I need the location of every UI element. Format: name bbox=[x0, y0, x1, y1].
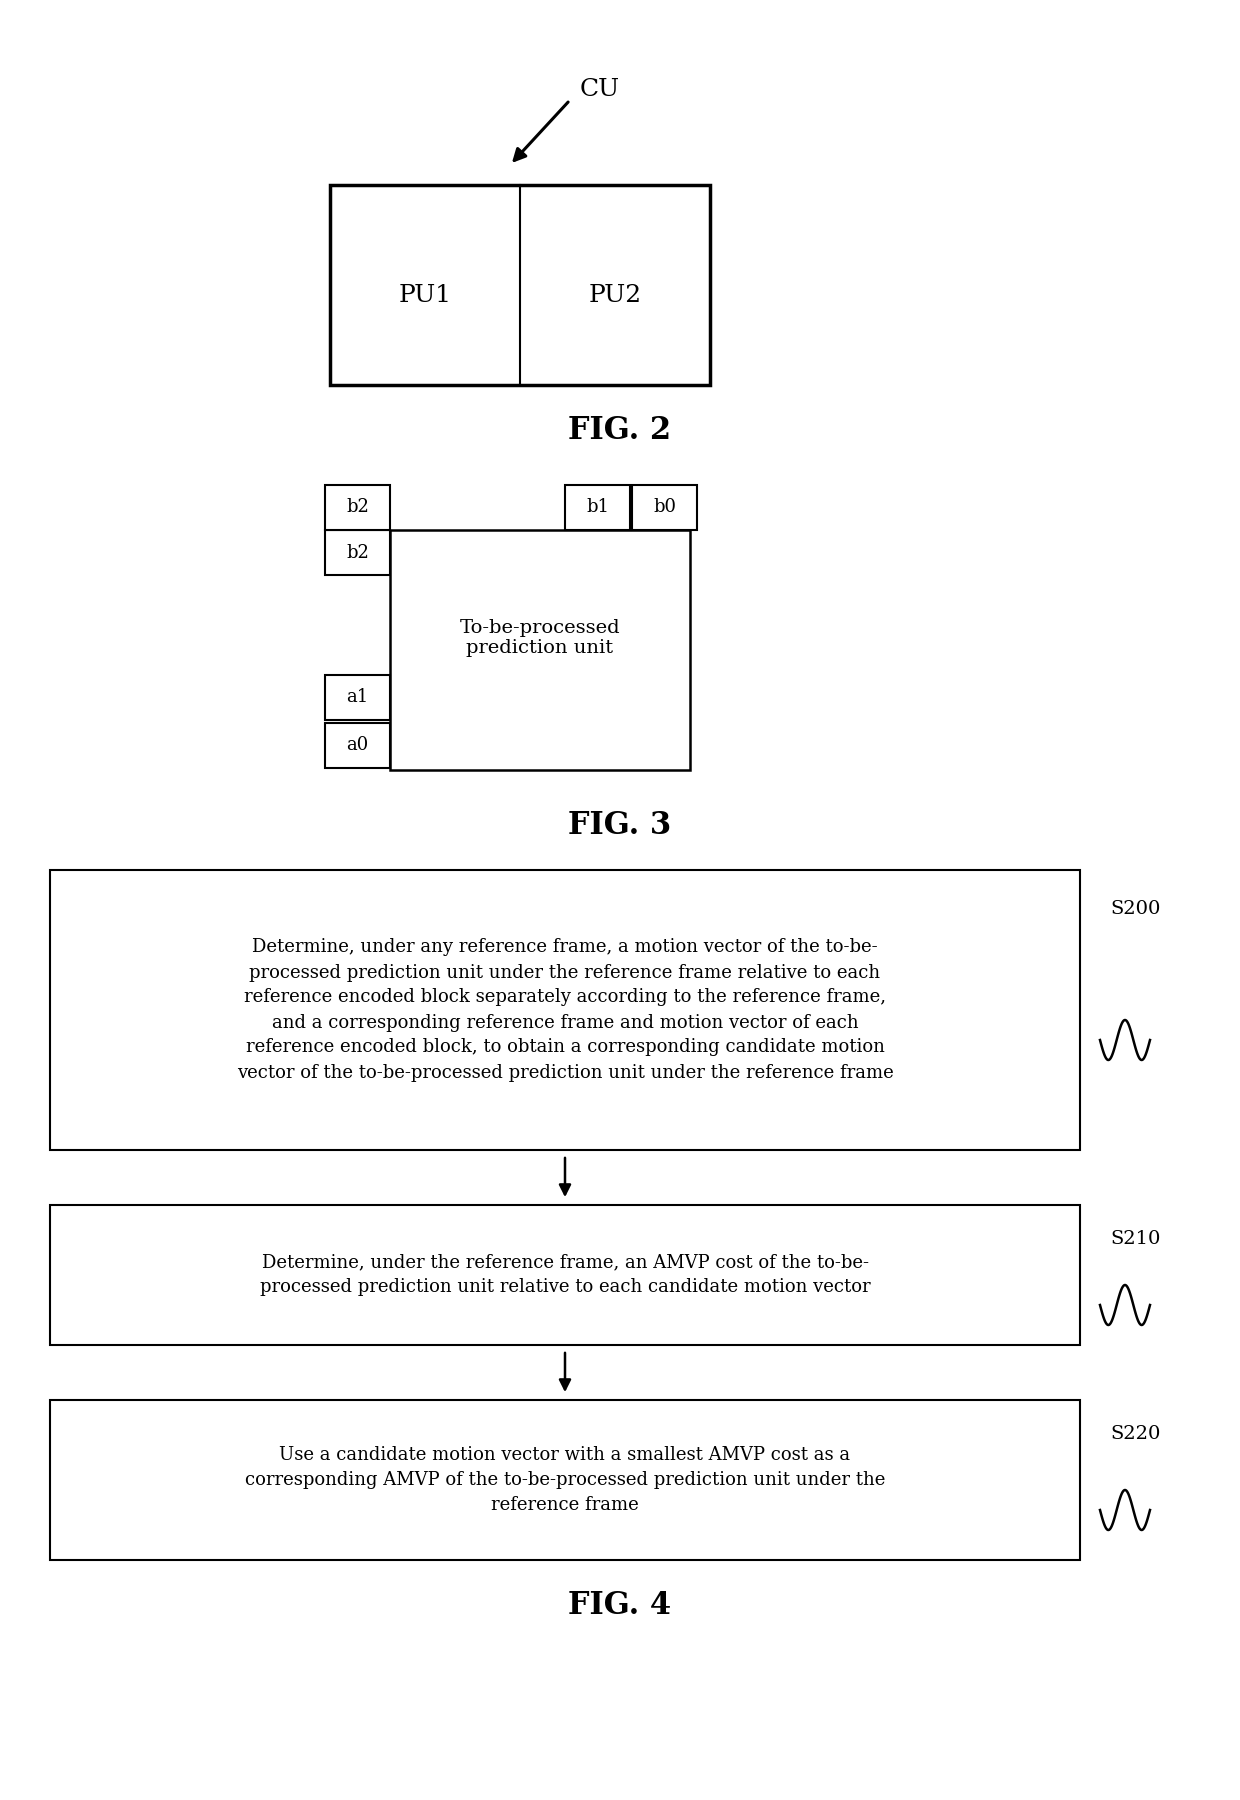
Text: CU: CU bbox=[580, 79, 620, 101]
Text: Use a candidate motion vector with a smallest AMVP cost as a
corresponding AMVP : Use a candidate motion vector with a sma… bbox=[244, 1445, 885, 1514]
Text: S220: S220 bbox=[1110, 1426, 1161, 1444]
Text: PU2: PU2 bbox=[589, 283, 641, 306]
Bar bbox=[50, 869, 1080, 1150]
Bar bbox=[325, 724, 391, 769]
Text: Determine, under the reference frame, an AMVP cost of the to-be-
processed predi: Determine, under the reference frame, an… bbox=[259, 1253, 870, 1296]
Bar bbox=[325, 484, 391, 529]
Text: PU1: PU1 bbox=[398, 283, 451, 306]
Text: S210: S210 bbox=[1110, 1229, 1161, 1247]
Bar bbox=[565, 484, 630, 529]
Text: FIG. 2: FIG. 2 bbox=[568, 416, 672, 446]
Text: To-be-processed
prediction unit: To-be-processed prediction unit bbox=[460, 619, 620, 657]
Bar bbox=[330, 185, 711, 385]
Bar bbox=[391, 529, 689, 770]
Text: a0: a0 bbox=[346, 736, 368, 754]
Text: a1: a1 bbox=[346, 688, 368, 706]
Text: S200: S200 bbox=[1110, 900, 1161, 918]
Text: b0: b0 bbox=[653, 499, 676, 517]
Text: Determine, under any reference frame, a motion vector of the to-be-
processed pr: Determine, under any reference frame, a … bbox=[237, 938, 893, 1082]
Text: b2: b2 bbox=[346, 499, 370, 517]
Bar bbox=[632, 484, 697, 529]
Bar bbox=[50, 1400, 1080, 1561]
Text: b1: b1 bbox=[587, 499, 609, 517]
Bar bbox=[325, 529, 391, 574]
Text: b2: b2 bbox=[346, 544, 370, 562]
Text: FIG. 4: FIG. 4 bbox=[568, 1589, 672, 1622]
Bar bbox=[50, 1204, 1080, 1345]
Bar bbox=[325, 675, 391, 720]
Text: FIG. 3: FIG. 3 bbox=[568, 810, 672, 841]
